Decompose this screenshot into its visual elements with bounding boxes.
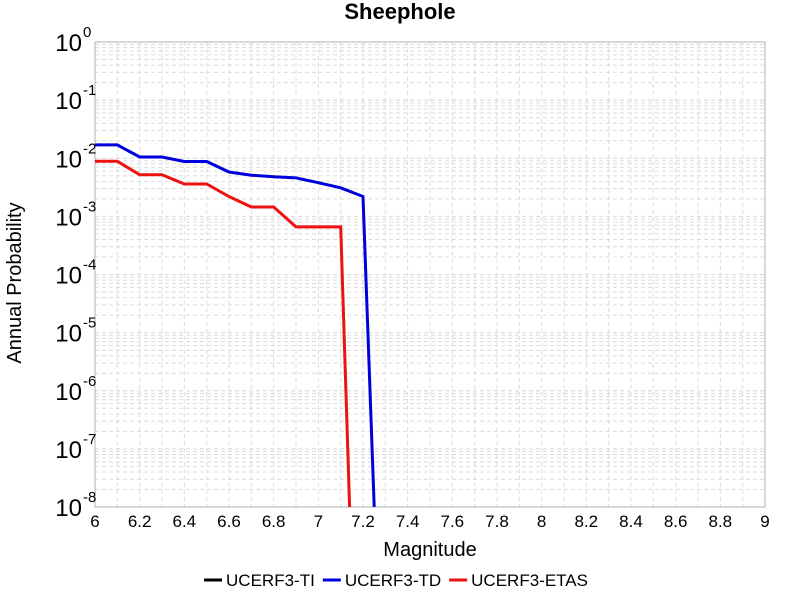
- y-tick-label-exponent: -5: [83, 315, 96, 332]
- x-tick-label: 7.2: [351, 512, 375, 531]
- x-tick-label: 7.6: [441, 512, 465, 531]
- y-tick-label-exponent: -6: [83, 373, 96, 390]
- x-tick-label: 7.4: [396, 512, 420, 531]
- chart-title: Sheephole: [344, 0, 455, 24]
- x-tick-label: 6.4: [173, 512, 197, 531]
- series-line-1: [95, 143, 376, 508]
- y-tick-label-exponent: -3: [83, 198, 96, 215]
- y-tick-label-base: 10: [55, 88, 82, 115]
- y-tick-label-exponent: -7: [83, 431, 96, 448]
- y-tick-label-exponent: -2: [83, 140, 96, 157]
- grid-lines: [94, 41, 766, 508]
- y-tick-label-base: 10: [55, 263, 82, 290]
- x-tick-label: 6.8: [262, 512, 286, 531]
- x-tick-label: 7.8: [485, 512, 509, 531]
- x-axis-label: Magnitude: [383, 539, 476, 561]
- y-tick-label-base: 10: [55, 321, 82, 348]
- x-tick-labels: 6 6.2 6.4 6.6 6.8 7 7.2 7.4 7.6 7.8 8 8.2 8.4 8.6 8.8 9: [90, 512, 769, 531]
- y-tick-label-base: 10: [55, 204, 82, 231]
- x-tick-label: 6.6: [217, 512, 241, 531]
- x-tick-label: 8.2: [575, 512, 599, 531]
- x-tick-label: 6.2: [128, 512, 152, 531]
- legend-label: UCERF3-TI: [226, 571, 315, 590]
- plot-area-border: [94, 41, 766, 508]
- y-tick-label-exponent: -8: [83, 489, 96, 506]
- legend: UCERF3-TI UCERF3-TD UCERF3-ETAS: [204, 571, 588, 590]
- y-tick-label-exponent: -1: [83, 82, 96, 99]
- y-axis-label: Annual Probability: [4, 202, 26, 363]
- x-tick-label: 8.6: [664, 512, 688, 531]
- y-tick-label-base: 10: [55, 379, 82, 406]
- y-tick-label-base: 10: [55, 437, 82, 464]
- series-line-2: [95, 159, 352, 508]
- legend-label: UCERF3-ETAS: [471, 571, 588, 590]
- y-tick-label-base: 10: [55, 495, 82, 522]
- y-tick-label-exponent: -4: [83, 257, 96, 274]
- x-tick-label: 9: [760, 512, 769, 531]
- y-tick-label-exponent: 0: [83, 24, 91, 41]
- legend-label: UCERF3-TD: [345, 571, 441, 590]
- y-tick-label-base: 10: [55, 146, 82, 173]
- x-tick-label: 7: [314, 512, 323, 531]
- x-tick-label: 6: [90, 512, 99, 531]
- series-layer: [95, 143, 376, 508]
- x-tick-label: 8.4: [619, 512, 643, 531]
- x-tick-label: 8: [537, 512, 546, 531]
- y-tick-label-base: 10: [55, 30, 82, 57]
- x-tick-label: 8.8: [709, 512, 733, 531]
